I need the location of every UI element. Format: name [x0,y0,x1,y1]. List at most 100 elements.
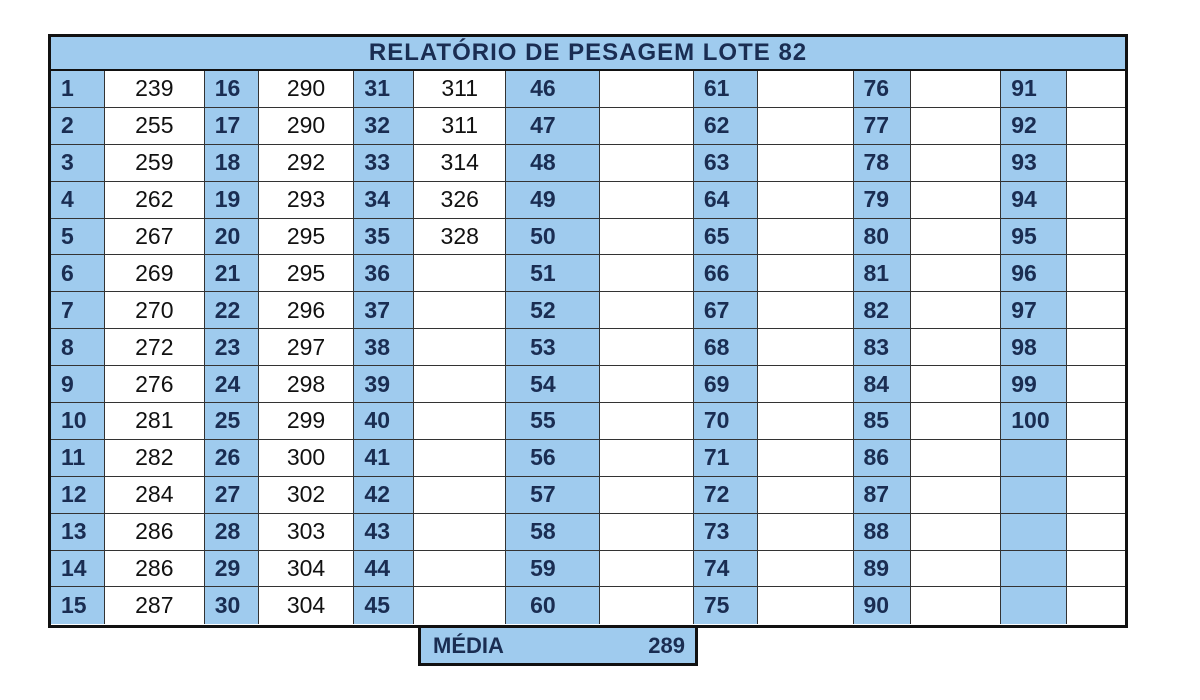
table-row: 4 262 19 293 34 326 49 64 79 94 [51,181,1125,219]
row-number-cell: 71 [693,439,758,476]
row-number-cell: 89 [853,550,912,587]
row-number-cell: 55 [506,403,600,439]
weight-value-cell: 255 [104,107,205,144]
weight-value-cell: 290 [258,107,355,144]
row-number-cell: 66 [693,255,758,292]
row-number-cell [1001,513,1068,550]
row-number-cell: 53 [506,329,600,366]
row-number-cell: 11 [51,439,105,476]
row-number-cell: 46 [506,71,600,107]
weight-value-cell [1067,366,1125,403]
row-number-cell: 81 [853,255,912,292]
weight-value-cell: 314 [414,144,507,181]
weight-value-cell [600,587,694,625]
weighing-grid: 1 239 16 290 31 311 46 61 76 91 2 255 17 290 32 311 47 62… [51,71,1125,625]
row-number-cell: 12 [51,476,105,513]
row-number-cell: 52 [506,292,600,329]
weight-value-cell [757,181,854,218]
table-row: 13 286 28 303 43 58 73 88 [51,513,1125,551]
weight-value-cell [414,403,507,439]
row-number-cell: 23 [204,329,259,366]
table-row: 15 287 30 304 45 60 75 90 [51,587,1125,625]
weight-value-cell: 286 [104,550,205,587]
row-number-cell: 1 [51,71,105,107]
row-number-cell: 99 [1001,366,1068,403]
weight-value-cell: 269 [104,255,205,292]
weight-value-cell [911,107,1002,144]
row-number-cell: 3 [51,144,105,181]
weight-value-cell [911,476,1002,513]
weight-value-cell [911,292,1002,329]
weight-value-cell: 304 [258,550,355,587]
weight-value-cell [600,550,694,587]
weight-value-cell: 293 [258,181,355,218]
weight-value-cell: 286 [104,513,205,550]
weight-value-cell [757,144,854,181]
row-number-cell: 49 [506,181,600,218]
weight-value-cell [1067,218,1125,255]
weight-value-cell [911,181,1002,218]
row-number-cell: 65 [693,218,758,255]
weight-value-cell [600,181,694,218]
row-number-cell: 13 [51,513,105,550]
row-number-cell: 57 [506,476,600,513]
weight-value-cell: 292 [258,144,355,181]
table-row: 10 281 25 299 40 55 70 85 100 [51,403,1125,440]
weight-value-cell [911,144,1002,181]
weight-value-cell [414,292,507,329]
row-number-cell: 68 [693,329,758,366]
weight-value-cell [1067,292,1125,329]
row-number-cell: 69 [693,366,758,403]
weight-value-cell: 270 [104,292,205,329]
row-number-cell: 80 [853,218,912,255]
weight-value-cell: 262 [104,181,205,218]
row-number-cell: 88 [853,513,912,550]
weight-value-cell [1067,71,1125,107]
row-number-cell: 4 [51,181,105,218]
row-number-cell: 84 [853,366,912,403]
average-box: MÉDIA 289 [418,628,698,666]
row-number-cell: 43 [354,513,415,550]
row-number-cell: 10 [51,403,105,439]
row-number-cell: 90 [853,587,912,625]
weight-value-cell: 272 [104,329,205,366]
row-number-cell: 51 [506,255,600,292]
row-number-cell: 17 [204,107,259,144]
weight-value-cell: 300 [258,439,355,476]
weight-value-cell [414,476,507,513]
weight-value-cell [1067,587,1125,625]
row-number-cell: 94 [1001,181,1068,218]
weight-value-cell [757,218,854,255]
row-number-cell: 22 [204,292,259,329]
row-number-cell: 37 [354,292,415,329]
weight-value-cell: 284 [104,476,205,513]
weight-value-cell [757,292,854,329]
row-number-cell: 30 [204,587,259,625]
row-number-cell: 39 [354,366,415,403]
row-number-cell: 63 [693,144,758,181]
row-number-cell: 70 [693,403,758,439]
report-title: RELATÓRIO DE PESAGEM LOTE 82 [51,37,1125,71]
row-number-cell: 61 [693,71,758,107]
table-row: 9 276 24 298 39 54 69 84 99 [51,366,1125,404]
row-number-cell: 75 [693,587,758,625]
weight-value-cell: 290 [258,71,355,107]
weight-value-cell [757,255,854,292]
row-number-cell: 64 [693,181,758,218]
table-row: 11 282 26 300 41 56 71 86 [51,439,1125,477]
row-number-cell: 59 [506,550,600,587]
weight-value-cell [911,439,1002,476]
weight-value-cell: 302 [258,476,355,513]
row-number-cell: 14 [51,550,105,587]
table-row: 8 272 23 297 38 53 68 83 98 [51,329,1125,367]
row-number-cell: 58 [506,513,600,550]
table-row: 1 239 16 290 31 311 46 61 76 91 [51,71,1125,108]
table-row: 6 269 21 295 36 51 66 81 96 [51,255,1125,293]
weight-value-cell [414,329,507,366]
weight-value-cell: 282 [104,439,205,476]
row-number-cell: 76 [853,71,912,107]
row-number-cell [1001,439,1068,476]
weight-value-cell [911,403,1002,439]
weight-value-cell [600,292,694,329]
row-number-cell: 95 [1001,218,1068,255]
